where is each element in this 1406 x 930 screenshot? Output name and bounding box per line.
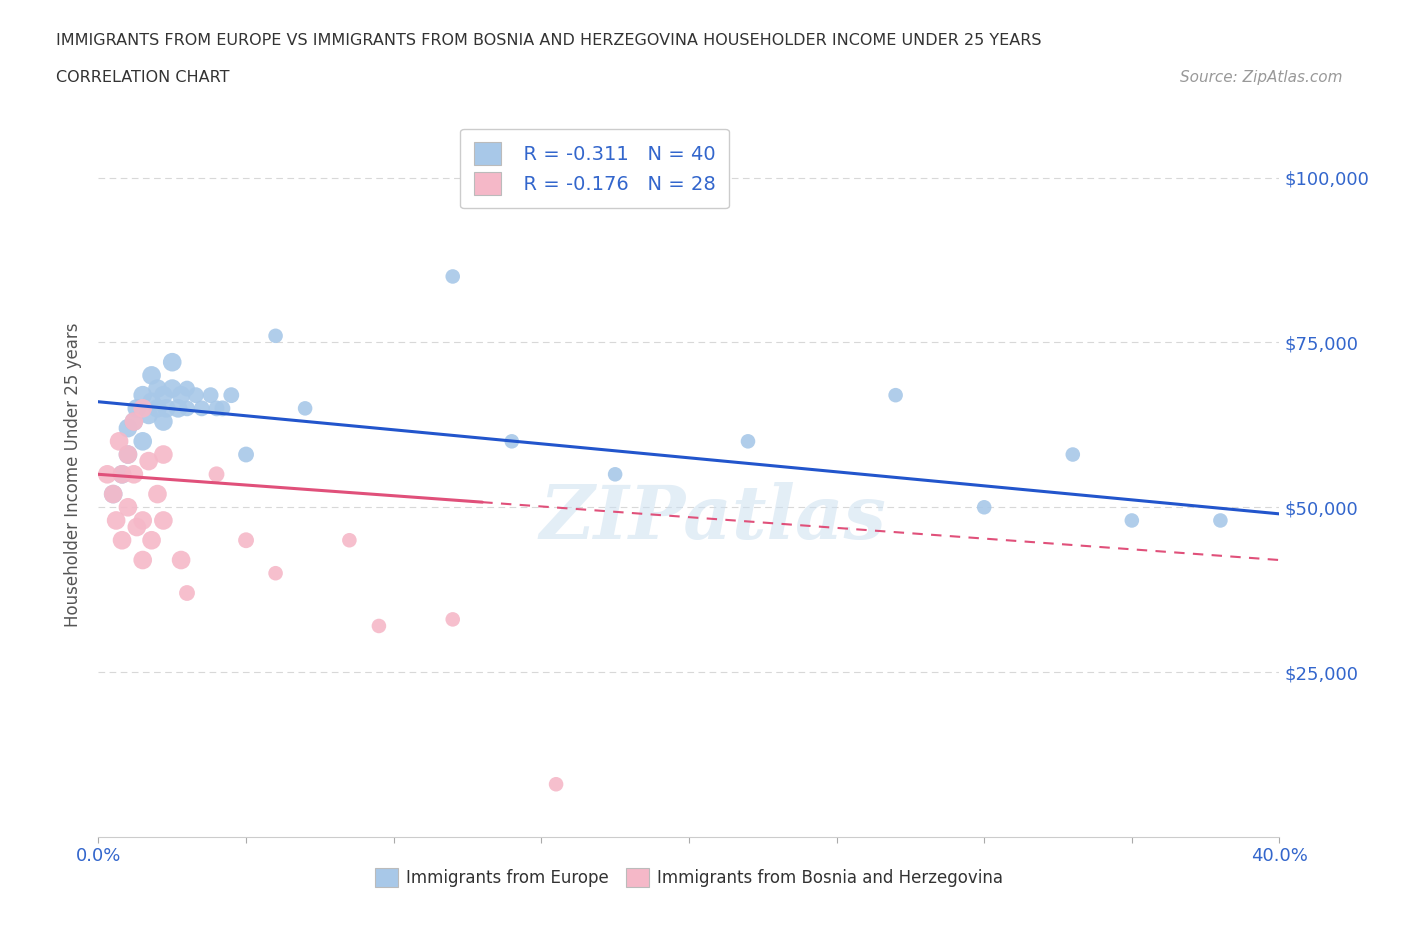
Point [141,368,163,383]
Point [152,513,174,528]
Point [122,414,145,429]
Point [96,467,118,482]
Point [132,552,155,567]
Point [235,533,257,548]
Point [111,533,134,548]
Point [884,388,907,403]
Point [117,447,139,462]
Point [132,401,155,416]
Point [117,499,139,514]
Point [105,513,128,528]
Point [125,401,148,416]
Point [176,401,198,416]
Point [155,401,177,416]
Point [205,467,228,482]
Point [103,486,125,501]
Point [146,486,169,501]
Point [176,586,198,601]
Point [294,401,316,416]
Point [339,533,361,548]
Point [264,328,287,343]
Point [141,533,163,548]
Point [264,565,287,580]
Point [111,467,134,482]
Point [108,434,131,449]
Point [122,414,145,429]
Point [211,401,233,416]
Text: IMMIGRANTS FROM EUROPE VS IMMIGRANTS FROM BOSNIA AND HERZEGOVINA HOUSEHOLDER INC: IMMIGRANTS FROM EUROPE VS IMMIGRANTS FRO… [56,33,1042,47]
Point [111,467,134,482]
Point [200,388,222,403]
Point [132,434,155,449]
Point [235,447,257,462]
Point [184,388,207,403]
Point [132,513,155,528]
Point [103,486,125,501]
Point [605,467,627,482]
Point [162,381,184,396]
Legend: Immigrants from Europe, Immigrants from Bosnia and Herzegovina: Immigrants from Europe, Immigrants from … [368,861,1010,894]
Text: ZIPatlas: ZIPatlas [538,482,886,554]
Point [546,777,568,791]
Point [170,552,193,567]
Text: CORRELATION CHART: CORRELATION CHART [56,70,229,85]
Point [1062,447,1084,462]
Point [117,420,139,435]
Point [152,447,174,462]
Point [1209,513,1232,528]
Point [737,434,759,449]
Point [176,381,198,396]
Point [221,388,243,403]
Point [117,447,139,462]
Point [368,618,391,633]
Point [122,467,145,482]
Point [141,394,163,409]
Point [152,388,174,403]
Point [167,401,190,416]
Point [138,407,160,422]
Point [162,354,184,369]
Point [138,454,160,469]
Point [441,612,464,627]
Point [152,414,174,429]
Point [973,499,995,514]
Point [441,269,464,284]
Point [205,401,228,416]
Point [1121,513,1143,528]
Point [146,401,169,416]
Point [146,381,169,396]
Text: Source: ZipAtlas.com: Source: ZipAtlas.com [1180,70,1343,85]
Point [501,434,523,449]
Point [170,388,193,403]
Point [132,388,155,403]
Point [125,520,148,535]
Point [191,401,214,416]
Y-axis label: Householder Income Under 25 years: Householder Income Under 25 years [65,322,83,627]
